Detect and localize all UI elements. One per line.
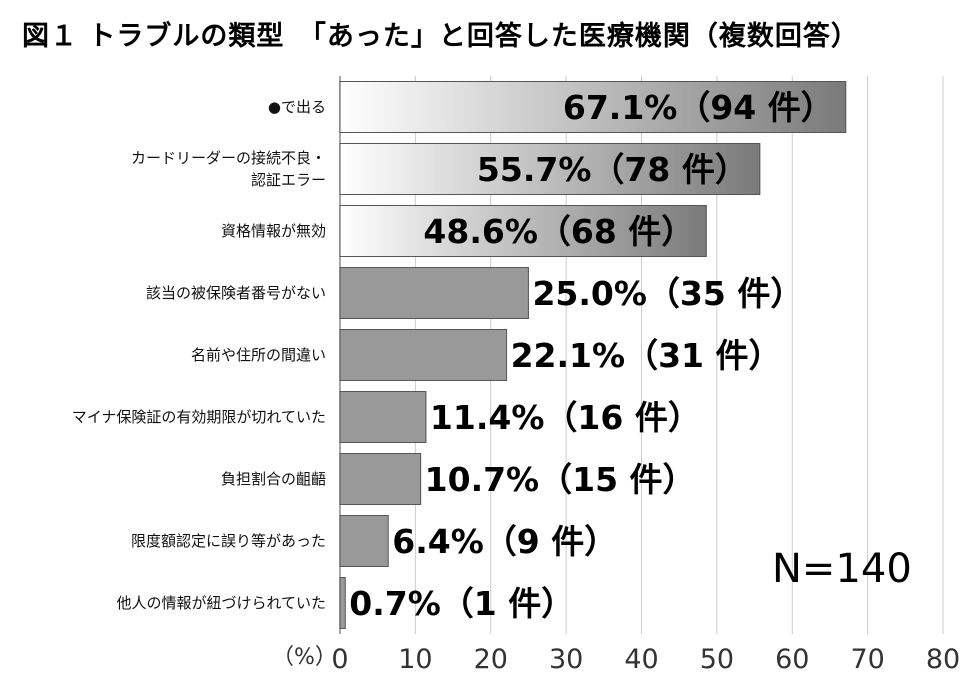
data-label: 11.4%（16 件） <box>430 398 701 437</box>
category-label: 該当の被保険者番号がない <box>146 284 326 302</box>
labels: 0 10 20 30 40 50 60 70 80 ●で出る 67.1%（94 件） カードリーダーの… <box>72 88 960 675</box>
bar-3 <box>339 205 707 257</box>
category-label: 限度額認定に誤り等があった <box>131 532 326 550</box>
category-label: 認証エラー <box>251 171 326 189</box>
x-tick-label: 70 <box>850 644 884 675</box>
x-tick-label: 80 <box>926 644 960 675</box>
data-label: 55.7%（78 件） <box>477 150 748 189</box>
x-axis-unit-label: （%） <box>272 645 337 670</box>
bar-4 <box>339 267 529 319</box>
sample-size-note: N=140 <box>772 546 912 592</box>
x-tick-label: 20 <box>474 644 508 675</box>
data-label: 10.7%（15 件） <box>425 460 696 499</box>
bar-9 <box>339 577 346 629</box>
category-label: 資格情報が無効 <box>221 222 326 240</box>
x-tick-label: 40 <box>624 644 658 675</box>
x-tick-label: 0 <box>331 644 348 675</box>
category-label: 負担割合の齟齬 <box>221 470 326 488</box>
category-label: ●で出る <box>268 98 326 116</box>
bar-5 <box>339 329 508 381</box>
category-label: 名前や住所の間違い <box>191 346 326 364</box>
bars <box>339 81 847 629</box>
chart-title: 図１ トラブルの類型 「あった」と回答した医療機関（複数回答） <box>22 21 859 52</box>
x-tick-label: 30 <box>549 644 583 675</box>
data-label: 22.1%（31 件） <box>511 336 782 375</box>
bar-8 <box>339 515 389 567</box>
category-label: カードリーダーの接続不良・ <box>131 149 326 167</box>
x-tick-label: 10 <box>398 644 432 675</box>
bar-7 <box>339 453 422 505</box>
bar-2 <box>339 143 761 195</box>
data-label: 67.1%（94 件） <box>563 88 834 127</box>
category-label: 他人の情報が紐づけられていた <box>116 594 326 612</box>
x-tick-label: 60 <box>775 644 809 675</box>
bar-1 <box>339 81 847 133</box>
bar-6 <box>339 391 427 443</box>
data-label: 25.0%（35 件） <box>532 274 803 313</box>
category-label: マイナ保険証の有効期限が切れていた <box>72 408 326 426</box>
data-label: 48.6%（68 件） <box>423 212 694 251</box>
x-tick-label: 50 <box>700 644 734 675</box>
data-label: 0.7%（1 件） <box>349 584 574 623</box>
data-label: 6.4%（9 件） <box>392 522 617 561</box>
